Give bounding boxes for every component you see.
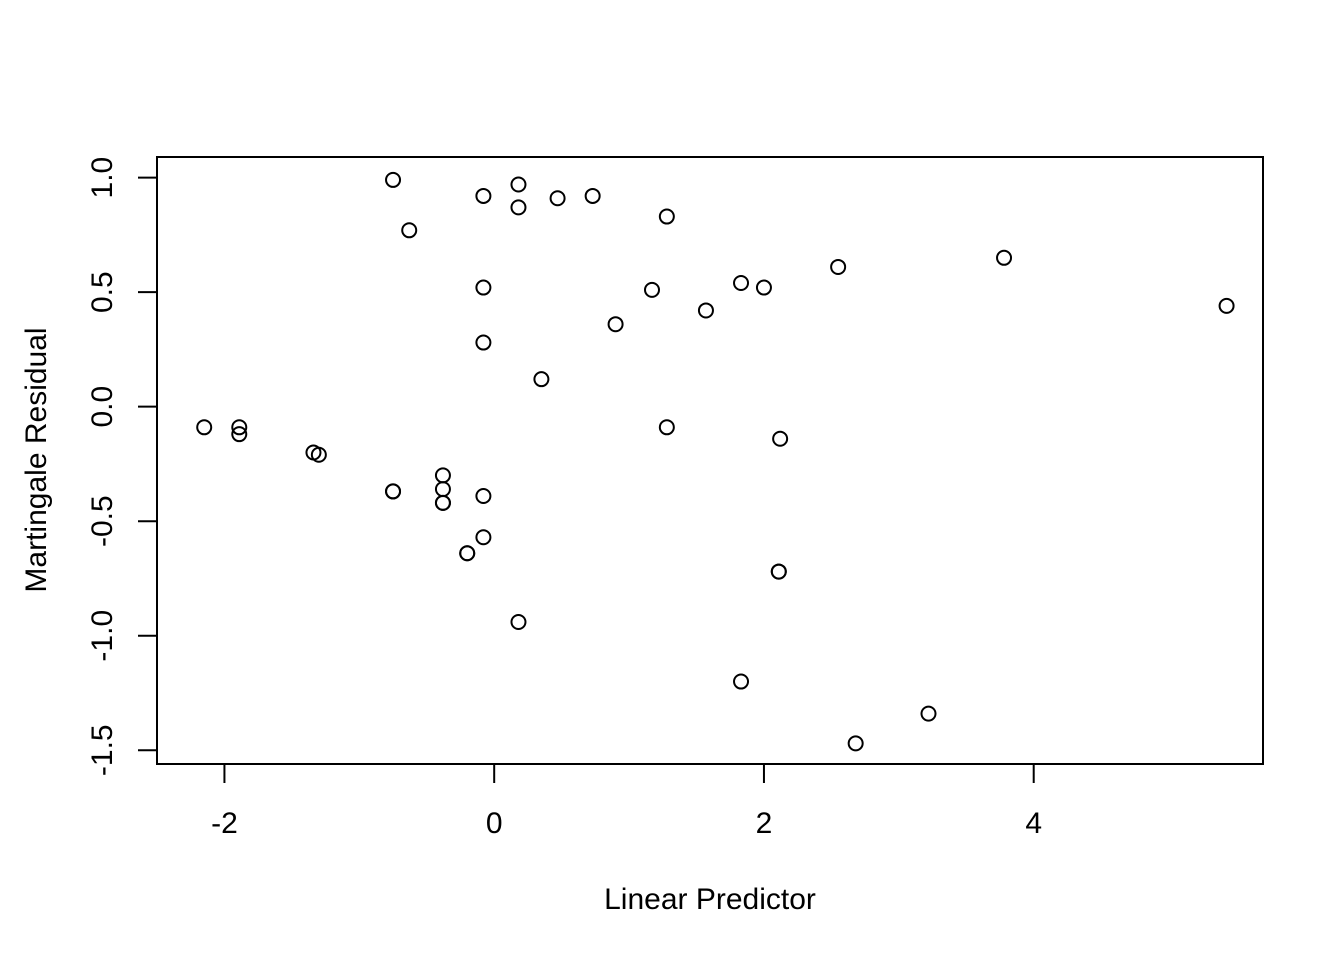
data-point <box>920 705 937 722</box>
y-tick-label: -1.5 <box>86 724 119 776</box>
data-point <box>770 563 787 580</box>
y-axis: -1.5 -1.0 -0.5 0.0 0.5 1.0 <box>86 157 158 776</box>
data-point <box>644 281 661 298</box>
y-tick-label: -0.5 <box>86 495 119 547</box>
data-point <box>1218 297 1235 314</box>
data-point <box>475 488 492 505</box>
x-tick-label: 2 <box>756 807 773 840</box>
data-point <box>401 222 418 239</box>
data-point <box>475 529 492 546</box>
data-point <box>533 371 550 388</box>
data-point <box>697 302 714 319</box>
data-point <box>231 426 248 443</box>
data-point <box>755 279 772 296</box>
data-point <box>459 545 476 562</box>
data-point <box>847 735 864 752</box>
data-point <box>549 190 566 207</box>
x-tick-label: 0 <box>486 807 503 840</box>
data-point <box>510 613 527 630</box>
data-point <box>310 446 327 463</box>
data-point <box>658 419 675 436</box>
data-point <box>196 419 213 436</box>
x-axis-label: Linear Predictor <box>604 883 816 916</box>
data-point <box>510 176 527 193</box>
y-tick-label: 0.0 <box>86 386 119 428</box>
y-axis-label: Martingale Residual <box>20 327 53 592</box>
data-point <box>584 187 601 204</box>
data-points <box>196 171 1235 752</box>
data-point <box>733 274 750 291</box>
data-point <box>475 187 492 204</box>
x-tick-label: -2 <box>211 807 238 840</box>
data-point <box>385 483 402 500</box>
data-point <box>434 467 451 484</box>
data-point <box>385 171 402 188</box>
x-tick-label: 4 <box>1025 807 1042 840</box>
data-point <box>434 494 451 511</box>
data-point <box>510 199 527 216</box>
data-point <box>996 249 1013 266</box>
data-point <box>434 481 451 498</box>
x-axis: -2 0 2 4 <box>211 763 1042 840</box>
data-point <box>772 430 789 447</box>
data-point <box>475 334 492 351</box>
y-tick-label: -1.0 <box>86 610 119 662</box>
data-point <box>231 419 248 436</box>
y-tick-label: 0.5 <box>86 271 119 313</box>
data-point <box>475 279 492 296</box>
data-point <box>607 316 624 333</box>
data-point <box>658 208 675 225</box>
data-point <box>830 258 847 275</box>
data-point <box>733 673 750 690</box>
y-tick-label: 1.0 <box>86 157 119 199</box>
